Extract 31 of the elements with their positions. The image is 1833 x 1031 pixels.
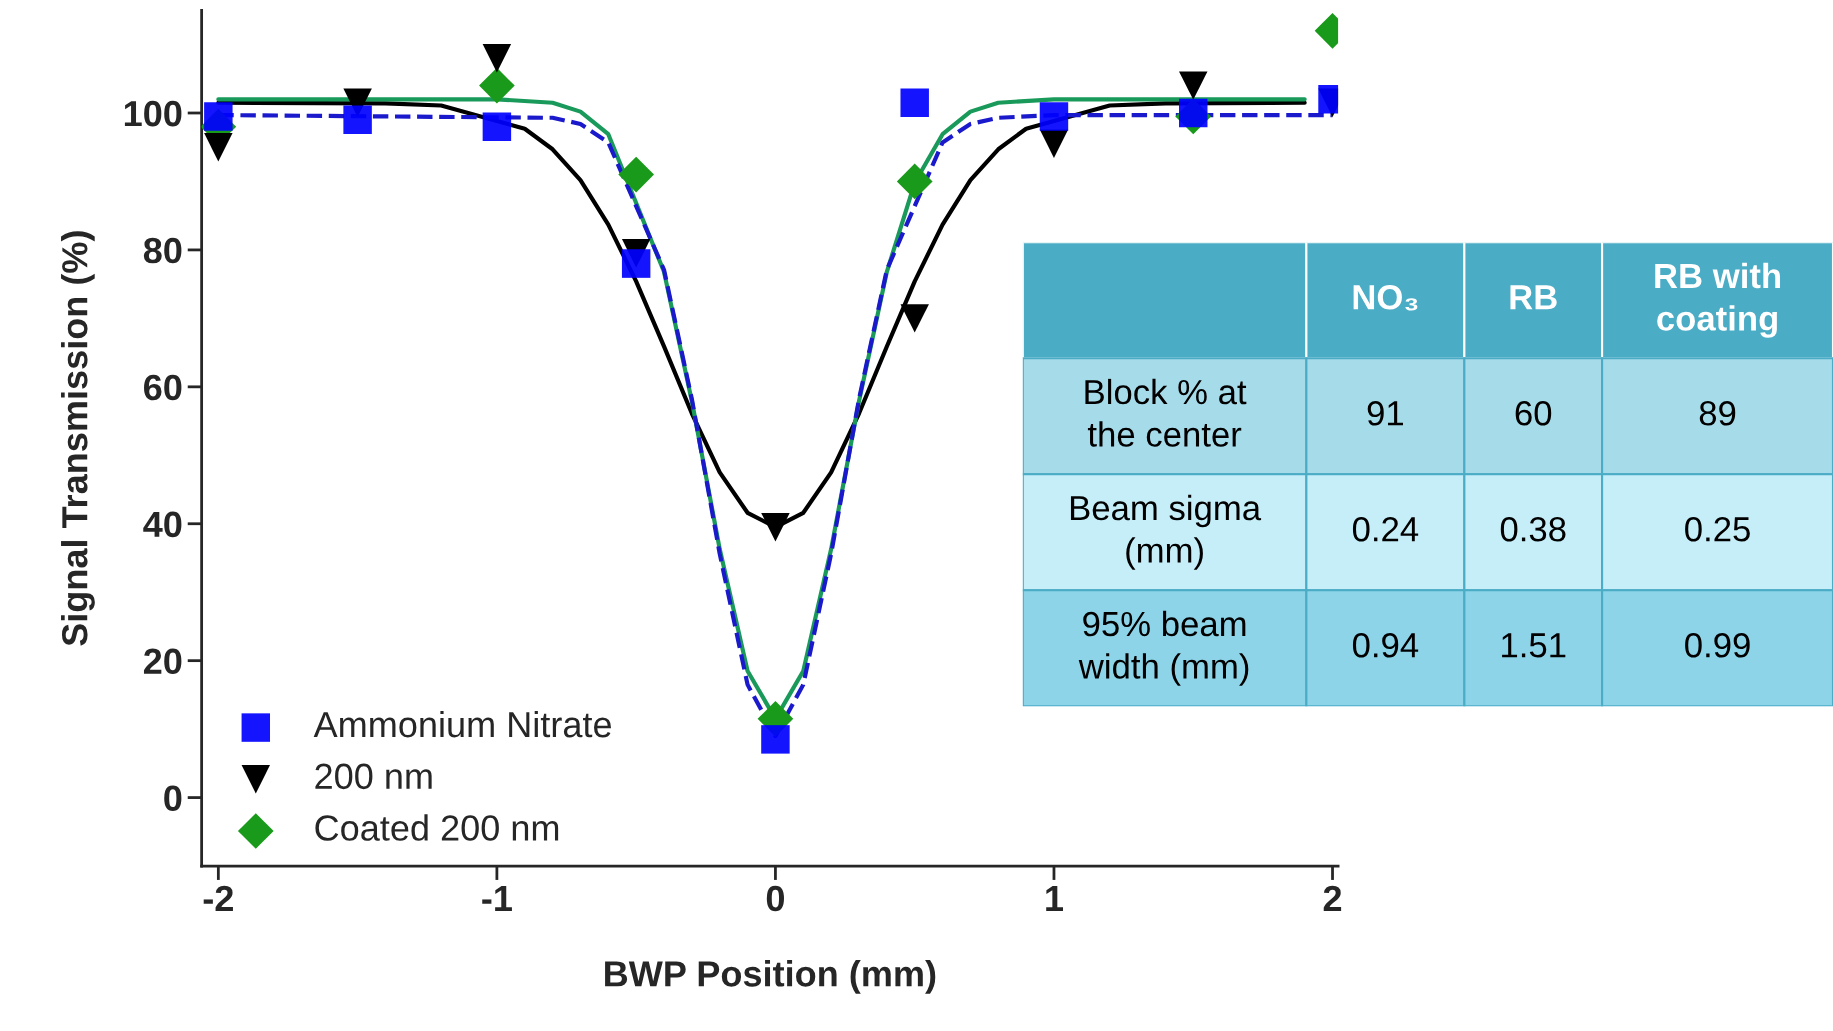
y-tick-label: 0 — [164, 785, 182, 812]
y-tick-label: 20 — [143, 648, 182, 675]
legend-label: Coated 200 nm — [315, 814, 559, 841]
y-axis-title: Signal Transmission (%) — [61, 231, 95, 646]
text: 60 — [1515, 401, 1552, 426]
category-label: 95% beam width (mm) — [1078, 610, 1249, 686]
text: 1.51 — [1502, 633, 1566, 658]
category-label: Beam sigma (mm) — [1070, 494, 1262, 570]
text: 89 — [1699, 401, 1736, 426]
legend-label: Ammonium Nitrate — [313, 710, 611, 738]
category-label: RB — [1510, 285, 1557, 310]
category-label: Block % at the center — [1085, 378, 1247, 447]
text: 0.24 — [1352, 516, 1419, 542]
x-tick-label: 1 — [1046, 886, 1064, 911]
x-tick-label: -1 — [482, 886, 512, 911]
y-tick-label: 60 — [144, 374, 182, 401]
text: 0.25 — [1685, 516, 1750, 542]
y-tick-label: 100 — [124, 100, 182, 127]
legend-label: 200 nm — [315, 763, 432, 790]
text: 0.94 — [1352, 632, 1419, 658]
text: 0.99 — [1685, 632, 1750, 658]
x-tick-label: 0 — [766, 885, 784, 912]
y-tick-label: 40 — [143, 511, 182, 538]
category-label: NO₃ — [1353, 285, 1418, 311]
text: 91 — [1367, 401, 1403, 426]
category-label: RB with coating — [1655, 262, 1781, 338]
text: 0.38 — [1500, 516, 1566, 542]
y-tick-label: 80 — [143, 237, 182, 264]
x-axis-title: BWP Position (mm) — [605, 960, 936, 994]
x-tick-label: 2 — [1323, 885, 1342, 911]
x-tick-label: -2 — [203, 885, 233, 911]
